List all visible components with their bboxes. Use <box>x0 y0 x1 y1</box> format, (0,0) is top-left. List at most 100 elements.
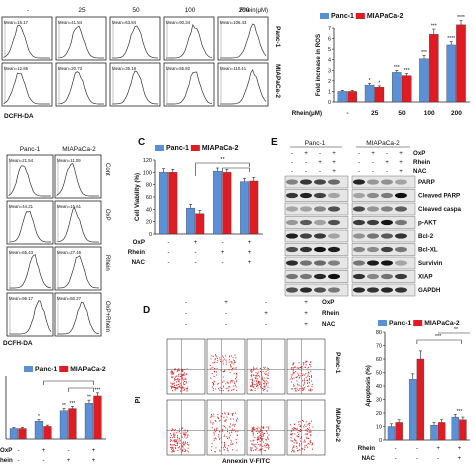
treatment-sign: + <box>42 447 46 454</box>
blot-band <box>367 219 379 226</box>
facs-treatment-label: NAC <box>322 321 336 328</box>
significance-marker: **** <box>457 15 465 21</box>
y-tick-label: 0 <box>149 232 152 238</box>
facs-treatment-sign: - <box>225 310 227 317</box>
panel-e-label: E <box>271 137 278 148</box>
panel-a-rhein-header: Rhein(μM) <box>240 8 268 14</box>
bar-miapaca2 <box>429 34 439 103</box>
histogram-curve <box>112 25 159 59</box>
significance-marker: ** <box>87 395 91 401</box>
panel-a-histogram: Mean=41.84 <box>55 16 107 61</box>
significance-marker: *** <box>404 68 410 74</box>
x-tick-label: - <box>347 110 349 117</box>
blot-protein-label: GAPDH <box>418 287 441 294</box>
histogram-curve <box>9 254 52 289</box>
histogram-frame <box>54 154 102 199</box>
legend-label: Panc-1 <box>389 320 412 327</box>
histogram-frame <box>6 200 54 245</box>
treatment-sign: + <box>67 457 71 464</box>
mean-label: Mean=65.43 <box>9 250 34 255</box>
blot-band <box>314 206 326 212</box>
blot-treatment-label: Rhein <box>413 159 430 166</box>
blot-band <box>300 287 312 293</box>
bar-miapaca2 <box>43 426 52 440</box>
dot-cloud <box>170 427 189 453</box>
apoptosis-chart: 0 10 20 30 40 50 60 70 80 Apoptosis (%) <box>365 330 470 444</box>
x-tick-label: 25 <box>371 110 379 117</box>
dot-cloud <box>290 360 313 392</box>
legend-label: MIAPaCa-2 <box>202 145 239 152</box>
blot-band <box>328 179 340 185</box>
histogram-curve <box>9 300 52 335</box>
facs-treatment-sign: + <box>304 321 308 328</box>
facs-dot-plot <box>206 399 246 456</box>
blot-band <box>353 287 365 293</box>
treatment-label: Rhein <box>128 249 145 256</box>
histogram-curve <box>166 23 213 59</box>
y-tick-label: 0 <box>379 438 382 444</box>
legend-swatch <box>59 366 69 372</box>
mean-label: Mean=110.41 <box>220 66 247 71</box>
panel-a-histogram: Mean=90.34 <box>163 16 215 61</box>
dot-cloud <box>250 426 270 453</box>
bar-panc1 <box>240 181 250 235</box>
y-tick-label: 1 <box>328 89 331 95</box>
mean-label: Mean=15.61 <box>57 204 82 209</box>
treatment-sign: - <box>221 239 223 246</box>
panel-b-histogram: Mean=50.27 <box>54 292 102 337</box>
blot-band <box>367 260 379 266</box>
dot-plot-frame <box>166 399 206 456</box>
blot-band <box>353 233 365 239</box>
blot-treatment-label: NAC <box>413 168 427 175</box>
significance-marker: *** <box>421 50 427 56</box>
mean-label: Mean=63.84 <box>112 20 137 25</box>
y-axis-label: Apoptosis (%) <box>365 365 372 407</box>
panel-b-histogram: Mean=15.61 <box>54 200 102 245</box>
dot-plot-frame <box>206 338 246 395</box>
legend-swatch <box>355 13 365 19</box>
blot-band <box>395 287 407 293</box>
significance-marker: ** <box>220 157 225 163</box>
histogram-frame <box>109 16 161 61</box>
mean-label: Mean=21.54 <box>9 158 34 163</box>
y-tick-label: 80 <box>146 183 152 189</box>
facs-treatment-sign: - <box>185 321 187 328</box>
panel-b-histogram: Mean=11.09 <box>54 154 102 199</box>
blot-treatment-sign: - <box>291 168 293 175</box>
significance-marker: * <box>38 414 40 420</box>
histogram-curve <box>8 210 51 243</box>
facs-treatment-sign: - <box>265 299 267 306</box>
blot-protein-label: Bcl-2 <box>418 233 434 240</box>
y-tick-label: 4 <box>328 58 331 64</box>
blot-band <box>300 179 312 185</box>
blot-protein-label: Cleaved caspa <box>418 206 462 213</box>
treatment-sign: + <box>92 457 96 464</box>
treatment-sign: - <box>167 239 169 246</box>
blot-treatment-sign: - <box>358 150 360 157</box>
blot-band <box>395 206 407 212</box>
significance-marker: * <box>378 80 380 86</box>
blot-band <box>381 206 393 212</box>
y-tick-label: 20 <box>376 411 382 417</box>
panel-a-histogram: Mean=63.84 <box>109 16 161 61</box>
histogram-frame <box>54 200 102 245</box>
dot-plot-frame <box>206 399 246 456</box>
treatment-sign: - <box>42 457 44 464</box>
blot-band <box>314 179 326 185</box>
mean-label: Mean=106.43 <box>220 20 247 25</box>
blot-band <box>353 179 365 185</box>
panel-b-row-label: Cont <box>104 163 110 176</box>
blot-band <box>381 233 393 239</box>
histogram-curve <box>166 71 213 105</box>
blot-band <box>286 179 298 185</box>
significance-bracket <box>43 380 94 385</box>
blot-band <box>286 246 298 253</box>
facs-row-label: MIAPaCa-2 <box>334 408 341 442</box>
y-tick-label: 30 <box>376 398 382 404</box>
histogram-curve <box>57 71 104 105</box>
x-tick-label: 200 <box>451 110 462 117</box>
histogram-curve <box>3 24 50 59</box>
blot-band <box>381 192 393 199</box>
facs-row-label: Panc-1 <box>334 352 341 374</box>
blot-band <box>314 260 326 266</box>
